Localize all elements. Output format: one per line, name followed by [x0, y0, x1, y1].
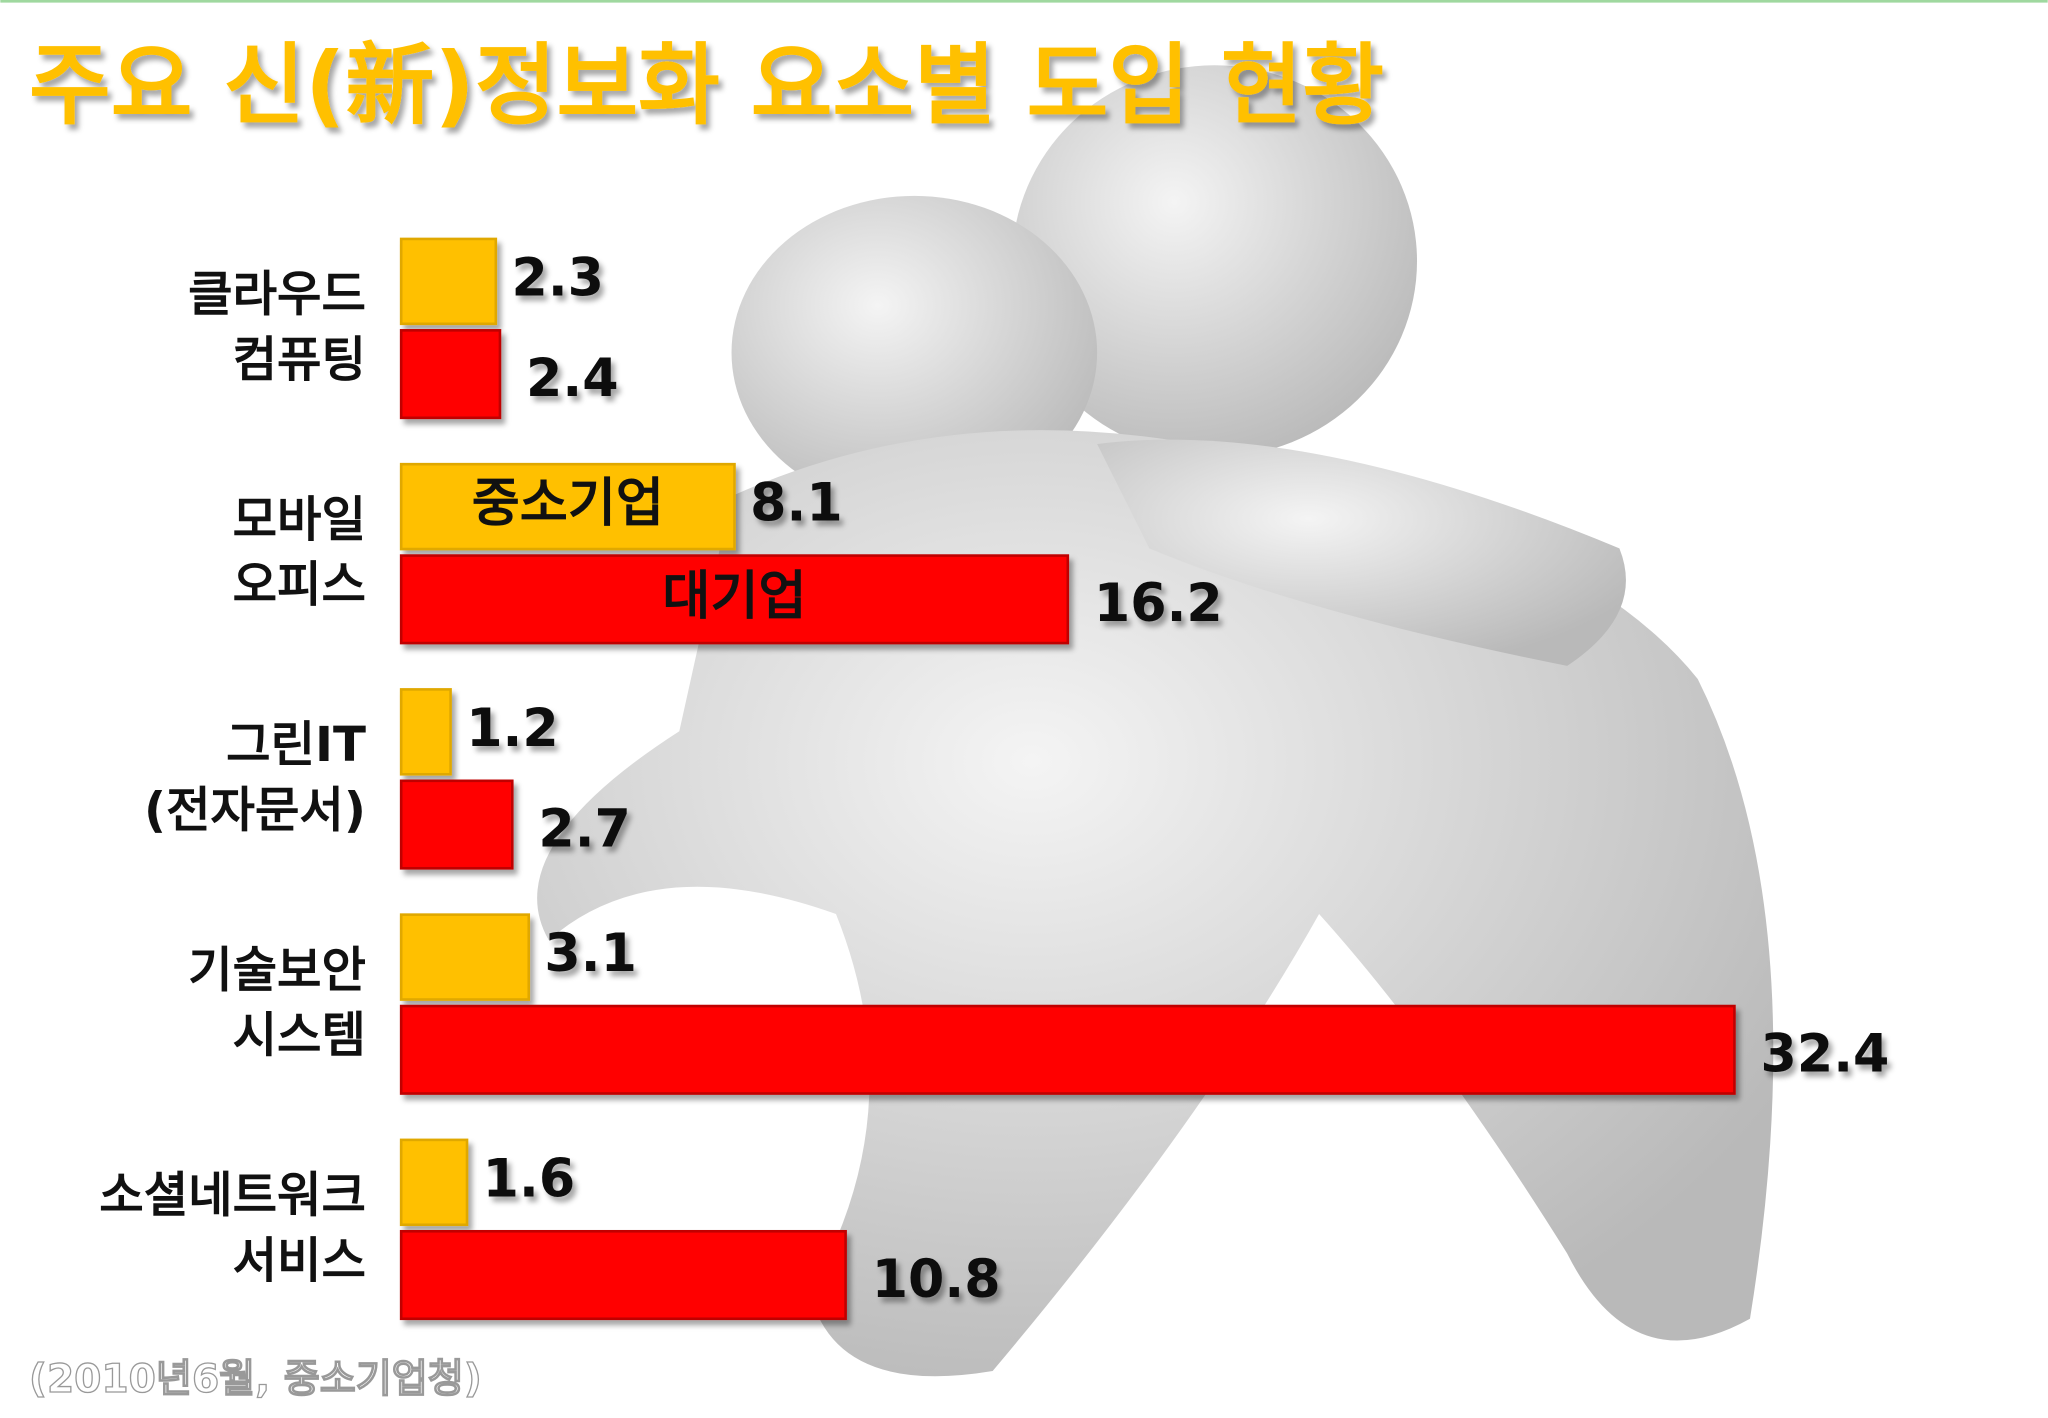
category-label: 모바일 [233, 492, 366, 548]
bar [399, 688, 452, 776]
bar [399, 1229, 847, 1321]
value-label: 3.1 [544, 924, 637, 984]
top-border [0, 0, 2048, 3]
value-label: 8.1 [750, 474, 843, 534]
category-label: 기술보안 [188, 942, 366, 998]
category-label: 클라우드 [188, 267, 366, 323]
value-label: 2.7 [538, 799, 631, 859]
bar [399, 1004, 1736, 1095]
value-label: 1.2 [466, 699, 559, 759]
source-note: (2010년6월, 중소기업청) [29, 1357, 482, 1402]
chart-title: 주요 신(新)정보화 요소별 도입 현황 [29, 34, 1384, 137]
value-label: 2.4 [526, 349, 619, 409]
bar [399, 913, 531, 1001]
category-label: 그린IT [226, 717, 366, 773]
background-figures [537, 65, 1774, 1377]
bar [399, 1138, 469, 1227]
legend-label: 중소기업 [472, 474, 664, 534]
value-label: 2.3 [511, 248, 604, 308]
value-label: 32.4 [1761, 1025, 1890, 1085]
value-label: 1.6 [483, 1149, 576, 1209]
bar [399, 462, 736, 551]
category-label: 컴퓨팅 [233, 332, 366, 388]
category-label: (전자문서) [144, 782, 366, 838]
value-label: 10.8 [872, 1250, 1001, 1310]
category-label: 오피스 [233, 557, 366, 613]
category-label: 서비스 [233, 1233, 366, 1289]
bar [399, 237, 498, 326]
bar [399, 779, 514, 870]
bar [399, 329, 502, 420]
bar [399, 554, 1070, 645]
value-label: 16.2 [1094, 574, 1223, 634]
category-label: 소셜네트워크 [99, 1168, 366, 1224]
legend-label: 대기업 [662, 566, 806, 626]
category-label: 시스템 [233, 1008, 366, 1064]
